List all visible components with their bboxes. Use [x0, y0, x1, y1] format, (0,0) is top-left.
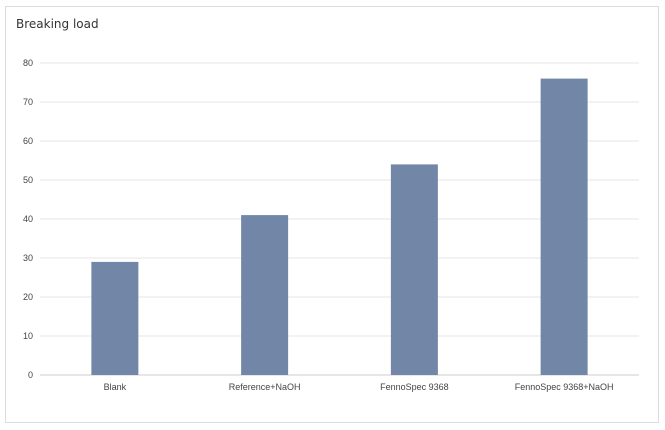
x-axis-ticks: Blank Reference+NaOH FennoSpec 9368 FennoSp…: [104, 382, 614, 392]
x-tick-label: Blank: [104, 382, 127, 392]
bar: [241, 215, 289, 375]
y-tick-label: 40: [23, 214, 33, 224]
bar: [540, 78, 588, 375]
bar: [91, 261, 139, 375]
x-tick-label: FennoSpec 9368+NaOH: [515, 382, 614, 392]
y-tick-label: 0: [28, 370, 33, 380]
y-tick-label: 50: [23, 175, 33, 185]
y-tick-label: 80: [23, 58, 33, 68]
y-axis-ticks: 0 10 20 30 40 50 60 70 80: [23, 58, 33, 380]
y-tick-label: 60: [23, 136, 33, 146]
bar: [390, 164, 438, 375]
x-tick-label: FennoSpec 9368: [380, 382, 449, 392]
y-tick-label: 30: [23, 253, 33, 263]
bars: [91, 78, 588, 375]
y-tick-label: 10: [23, 331, 33, 341]
y-tick-label: 70: [23, 97, 33, 107]
chart-title: Breaking load: [16, 17, 99, 31]
gridlines: [40, 62, 639, 376]
x-tick-label: Reference+NaOH: [229, 382, 301, 392]
y-tick-label: 20: [23, 292, 33, 302]
